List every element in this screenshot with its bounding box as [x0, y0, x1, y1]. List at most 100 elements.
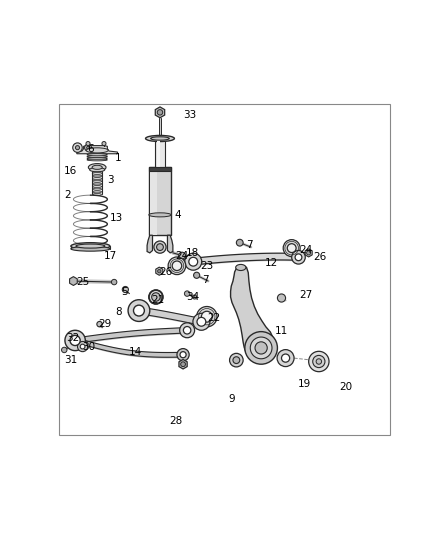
- Circle shape: [277, 294, 286, 302]
- Polygon shape: [167, 235, 173, 253]
- Circle shape: [87, 146, 89, 149]
- Polygon shape: [70, 277, 77, 286]
- Ellipse shape: [236, 264, 246, 271]
- Circle shape: [197, 317, 206, 326]
- Circle shape: [313, 356, 325, 368]
- Circle shape: [255, 342, 267, 354]
- Text: 22: 22: [207, 313, 220, 324]
- Ellipse shape: [151, 137, 170, 140]
- Circle shape: [179, 252, 185, 259]
- Bar: [149, 167, 171, 235]
- Circle shape: [75, 146, 80, 150]
- Ellipse shape: [93, 191, 102, 193]
- Circle shape: [250, 337, 272, 359]
- Polygon shape: [230, 266, 274, 361]
- Text: 18: 18: [185, 248, 199, 258]
- Polygon shape: [305, 249, 312, 257]
- Circle shape: [316, 359, 321, 364]
- Circle shape: [85, 144, 92, 151]
- Circle shape: [292, 251, 305, 264]
- Text: 2: 2: [64, 190, 71, 200]
- Text: 30: 30: [83, 342, 96, 352]
- Circle shape: [122, 286, 128, 293]
- Circle shape: [193, 313, 210, 330]
- Circle shape: [168, 257, 186, 274]
- Circle shape: [180, 323, 194, 338]
- Circle shape: [180, 352, 186, 358]
- Circle shape: [157, 110, 162, 115]
- Polygon shape: [179, 359, 187, 369]
- Polygon shape: [155, 139, 165, 167]
- Circle shape: [70, 335, 80, 345]
- Circle shape: [102, 142, 106, 146]
- Text: 7: 7: [202, 275, 209, 285]
- Circle shape: [154, 241, 166, 253]
- Ellipse shape: [87, 159, 107, 161]
- Text: 4: 4: [174, 210, 181, 220]
- Text: 26: 26: [314, 252, 327, 262]
- Circle shape: [307, 251, 311, 255]
- Text: 31: 31: [64, 355, 78, 365]
- Polygon shape: [155, 107, 165, 118]
- Ellipse shape: [145, 135, 174, 142]
- Circle shape: [128, 300, 150, 321]
- Ellipse shape: [152, 293, 160, 301]
- Text: 1: 1: [115, 153, 122, 163]
- Text: 27: 27: [299, 289, 312, 300]
- Ellipse shape: [92, 177, 102, 180]
- Text: 11: 11: [275, 326, 288, 336]
- Circle shape: [184, 327, 191, 334]
- Circle shape: [111, 279, 117, 285]
- Circle shape: [309, 351, 329, 372]
- Ellipse shape: [92, 180, 102, 182]
- Ellipse shape: [92, 169, 102, 172]
- Circle shape: [184, 291, 190, 296]
- Text: 33: 33: [183, 110, 196, 120]
- Circle shape: [282, 354, 290, 362]
- Text: 8: 8: [115, 306, 122, 317]
- Circle shape: [295, 254, 302, 261]
- Polygon shape: [156, 267, 163, 275]
- Circle shape: [287, 244, 296, 253]
- Ellipse shape: [92, 175, 102, 177]
- Text: 5: 5: [121, 287, 127, 297]
- Circle shape: [193, 295, 197, 299]
- Text: 12: 12: [265, 258, 278, 268]
- Text: 13: 13: [110, 213, 123, 223]
- Ellipse shape: [149, 290, 162, 304]
- Circle shape: [61, 347, 67, 353]
- Ellipse shape: [87, 156, 107, 157]
- Text: 6: 6: [87, 144, 94, 154]
- Circle shape: [237, 239, 243, 246]
- Circle shape: [189, 257, 198, 266]
- Circle shape: [177, 349, 189, 361]
- Text: 14: 14: [129, 348, 142, 357]
- Circle shape: [97, 321, 102, 327]
- Circle shape: [172, 261, 182, 271]
- Circle shape: [233, 357, 240, 364]
- Ellipse shape: [71, 246, 110, 251]
- Ellipse shape: [86, 148, 108, 153]
- Circle shape: [194, 272, 200, 278]
- Text: 20: 20: [339, 382, 352, 392]
- Circle shape: [158, 270, 161, 273]
- Circle shape: [197, 306, 217, 327]
- Ellipse shape: [93, 193, 102, 196]
- Circle shape: [65, 330, 85, 351]
- Ellipse shape: [92, 185, 102, 188]
- Circle shape: [201, 311, 212, 322]
- Ellipse shape: [149, 213, 171, 217]
- Text: 28: 28: [170, 416, 183, 426]
- Polygon shape: [147, 235, 152, 253]
- Ellipse shape: [93, 188, 102, 190]
- Ellipse shape: [92, 183, 102, 185]
- Text: 24: 24: [175, 251, 188, 261]
- Ellipse shape: [89, 168, 105, 172]
- Circle shape: [73, 143, 82, 152]
- Text: 7: 7: [247, 240, 253, 251]
- Text: 34: 34: [187, 292, 200, 302]
- Polygon shape: [77, 146, 117, 154]
- Text: 25: 25: [76, 277, 89, 287]
- Text: 29: 29: [98, 319, 111, 329]
- Text: 21: 21: [152, 295, 165, 305]
